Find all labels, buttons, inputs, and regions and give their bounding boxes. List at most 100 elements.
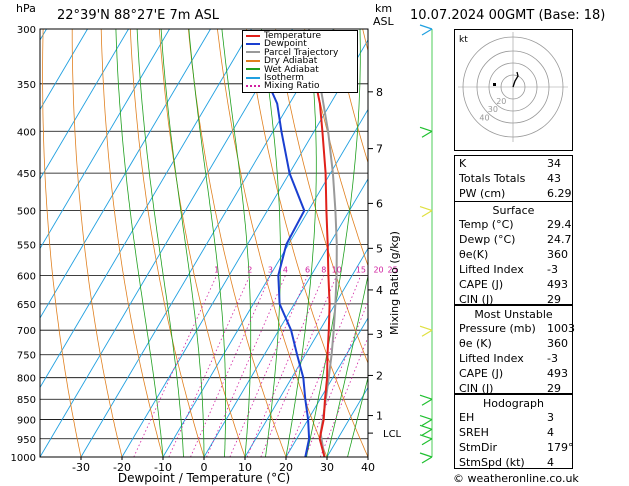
dry-adiabat-line [100, 29, 164, 457]
wind-barb [419, 206, 433, 218]
most-unstable-title: Most Unstable [474, 308, 553, 321]
pressure-tick-label: 400 [17, 127, 36, 138]
hodograph-stat-row: SREH 4 [459, 426, 568, 440]
km-tick-label: 8 [376, 86, 383, 99]
hodograph-table-panel: Hodograph EH 3 SREH 4 StmDir 179° StmSpd (kt) 4 [454, 394, 574, 469]
isotherm-line [40, 29, 88, 111]
pressure-tick-label: 350 [17, 80, 36, 91]
mixing-ratio-line [286, 275, 362, 457]
surface-row: Temp (°C) 29.4 [459, 218, 572, 232]
pressure-tick-label: 800 [17, 374, 36, 385]
wet-adiabat-line [160, 29, 205, 457]
legend-swatch [246, 51, 260, 54]
legend-label: Wet Adiabat [264, 64, 319, 75]
most-unstable-label: θe (K) [459, 337, 492, 350]
wind-barb [419, 325, 433, 337]
legend-label: Dewpoint [264, 39, 307, 50]
legend-item: Dry Adiabat [246, 57, 317, 66]
index-row: PW (cm) 6.29 [459, 187, 572, 201]
km-tick-label: 5 [376, 242, 383, 255]
x-tick-label: -30 [72, 461, 90, 474]
mixing-ratio-line [304, 300, 368, 457]
temperature-line [314, 83, 331, 457]
most-unstable-row: CAPE (J) 493 [459, 367, 568, 381]
pressure-tick-label: 1000 [11, 453, 36, 464]
legend-item: Temperature [246, 32, 321, 41]
most-unstable-value: 1003 [547, 322, 575, 335]
pressure-tick-label: 650 [17, 300, 36, 311]
isotherm-line [203, 178, 368, 457]
mixing-ratio-label: 2 [247, 265, 252, 274]
x-tick-label: -20 [113, 461, 131, 474]
most-unstable-row: Pressure (mb) 1003 [459, 322, 575, 336]
x-tick-label: 20 [279, 461, 293, 474]
x-tick-label: 10 [238, 461, 252, 474]
km-tick-label: 6 [376, 197, 383, 210]
isotherm-line [0, 29, 6, 457]
most-unstable-row: Lifted Index -3 [459, 352, 568, 366]
datetime-title: 10.07.2024 00GMT (Base: 18) [410, 8, 606, 23]
hodograph-stat-row: EH 3 [459, 411, 568, 425]
legend-label: Mixing Ratio [264, 81, 320, 92]
most-unstable-value: 493 [547, 367, 568, 380]
dewpoint-line [267, 83, 311, 457]
hodograph-trace [512, 71, 519, 88]
mixing-ratio-line [206, 275, 286, 457]
hodograph-ring-label: 30 [488, 105, 498, 114]
surface-label: Dewp (°C) [459, 233, 516, 246]
legend-item: Parcel Trajectory [246, 48, 338, 58]
legend-swatch [246, 68, 260, 71]
hodograph-ring-label: 40 [479, 114, 489, 123]
legend-item: Isotherm [246, 74, 304, 83]
wind-barb [419, 126, 433, 138]
copyright: © weatheronline.co.uk [453, 472, 579, 485]
wet-adiabat-line [221, 29, 252, 457]
surface-value: 493 [547, 278, 568, 291]
km-tick-label: 1 [376, 410, 383, 423]
surface-value: 29.4 [547, 218, 572, 231]
surface-row: Lifted Index -3 [459, 263, 568, 277]
mixing-ratio-label: 15 [356, 265, 366, 274]
legend-label: Dry Adiabat [264, 56, 318, 67]
indices-panel: K 34 Totals Totals 43 PW (cm) 6.29 [454, 155, 573, 202]
x-axis-label: Dewpoint / Temperature (°C) [118, 471, 290, 485]
dry-adiabat-line [71, 29, 123, 457]
isotherm-line [40, 29, 170, 250]
x-tick-label: 30 [320, 461, 334, 474]
hodograph-stat-label: EH [459, 411, 475, 424]
surface-label: Lifted Index [459, 263, 524, 276]
most-unstable-value: -3 [547, 352, 558, 365]
index-value: 43 [547, 172, 561, 185]
km-tick-label: 2 [376, 369, 383, 382]
most-unstable-row: CIN (J) 29 [459, 382, 568, 396]
surface-value: -3 [547, 263, 558, 276]
surface-value: 360 [547, 248, 568, 261]
isotherm-line [80, 29, 334, 457]
legend: Temperature Dewpoint Parcel Trajectory Dry … [242, 30, 358, 93]
km-tick-label: 4 [376, 284, 383, 297]
legend-swatch [246, 42, 260, 45]
mixing-ratio-line [190, 275, 271, 457]
dry-adiabat-line [595, 29, 629, 457]
mixing-ratio-label: 1 [214, 265, 219, 274]
hpa-label: hPa [16, 2, 36, 15]
x-tick-label: 40 [361, 461, 375, 474]
isotherm-line [40, 29, 129, 180]
mixing-ratio-axis-label: Mixing Ratio (g/kg) [388, 231, 401, 335]
isotherm-line [162, 108, 368, 457]
wet-adiabat-line [347, 376, 368, 457]
legend-item: Mixing Ratio [246, 82, 319, 91]
surface-row: θe(K) 360 [459, 248, 568, 262]
most-unstable-value: 29 [547, 382, 561, 395]
pressure-tick-label: 850 [17, 395, 36, 406]
pressure-tick-label: 500 [17, 207, 36, 218]
km-tick-label: 7 [376, 143, 383, 156]
legend-item: Dewpoint [246, 40, 307, 49]
mixing-ratio-line [133, 275, 217, 457]
storm-motion-marker [493, 83, 496, 86]
pressure-tick-label: 300 [17, 25, 36, 36]
mixing-ratio-label: 10 [332, 265, 342, 274]
surface-row: Dewp (°C) 24.7 [459, 233, 572, 247]
surface-label: Temp (°C) [459, 218, 514, 231]
wind-barb [419, 452, 433, 464]
